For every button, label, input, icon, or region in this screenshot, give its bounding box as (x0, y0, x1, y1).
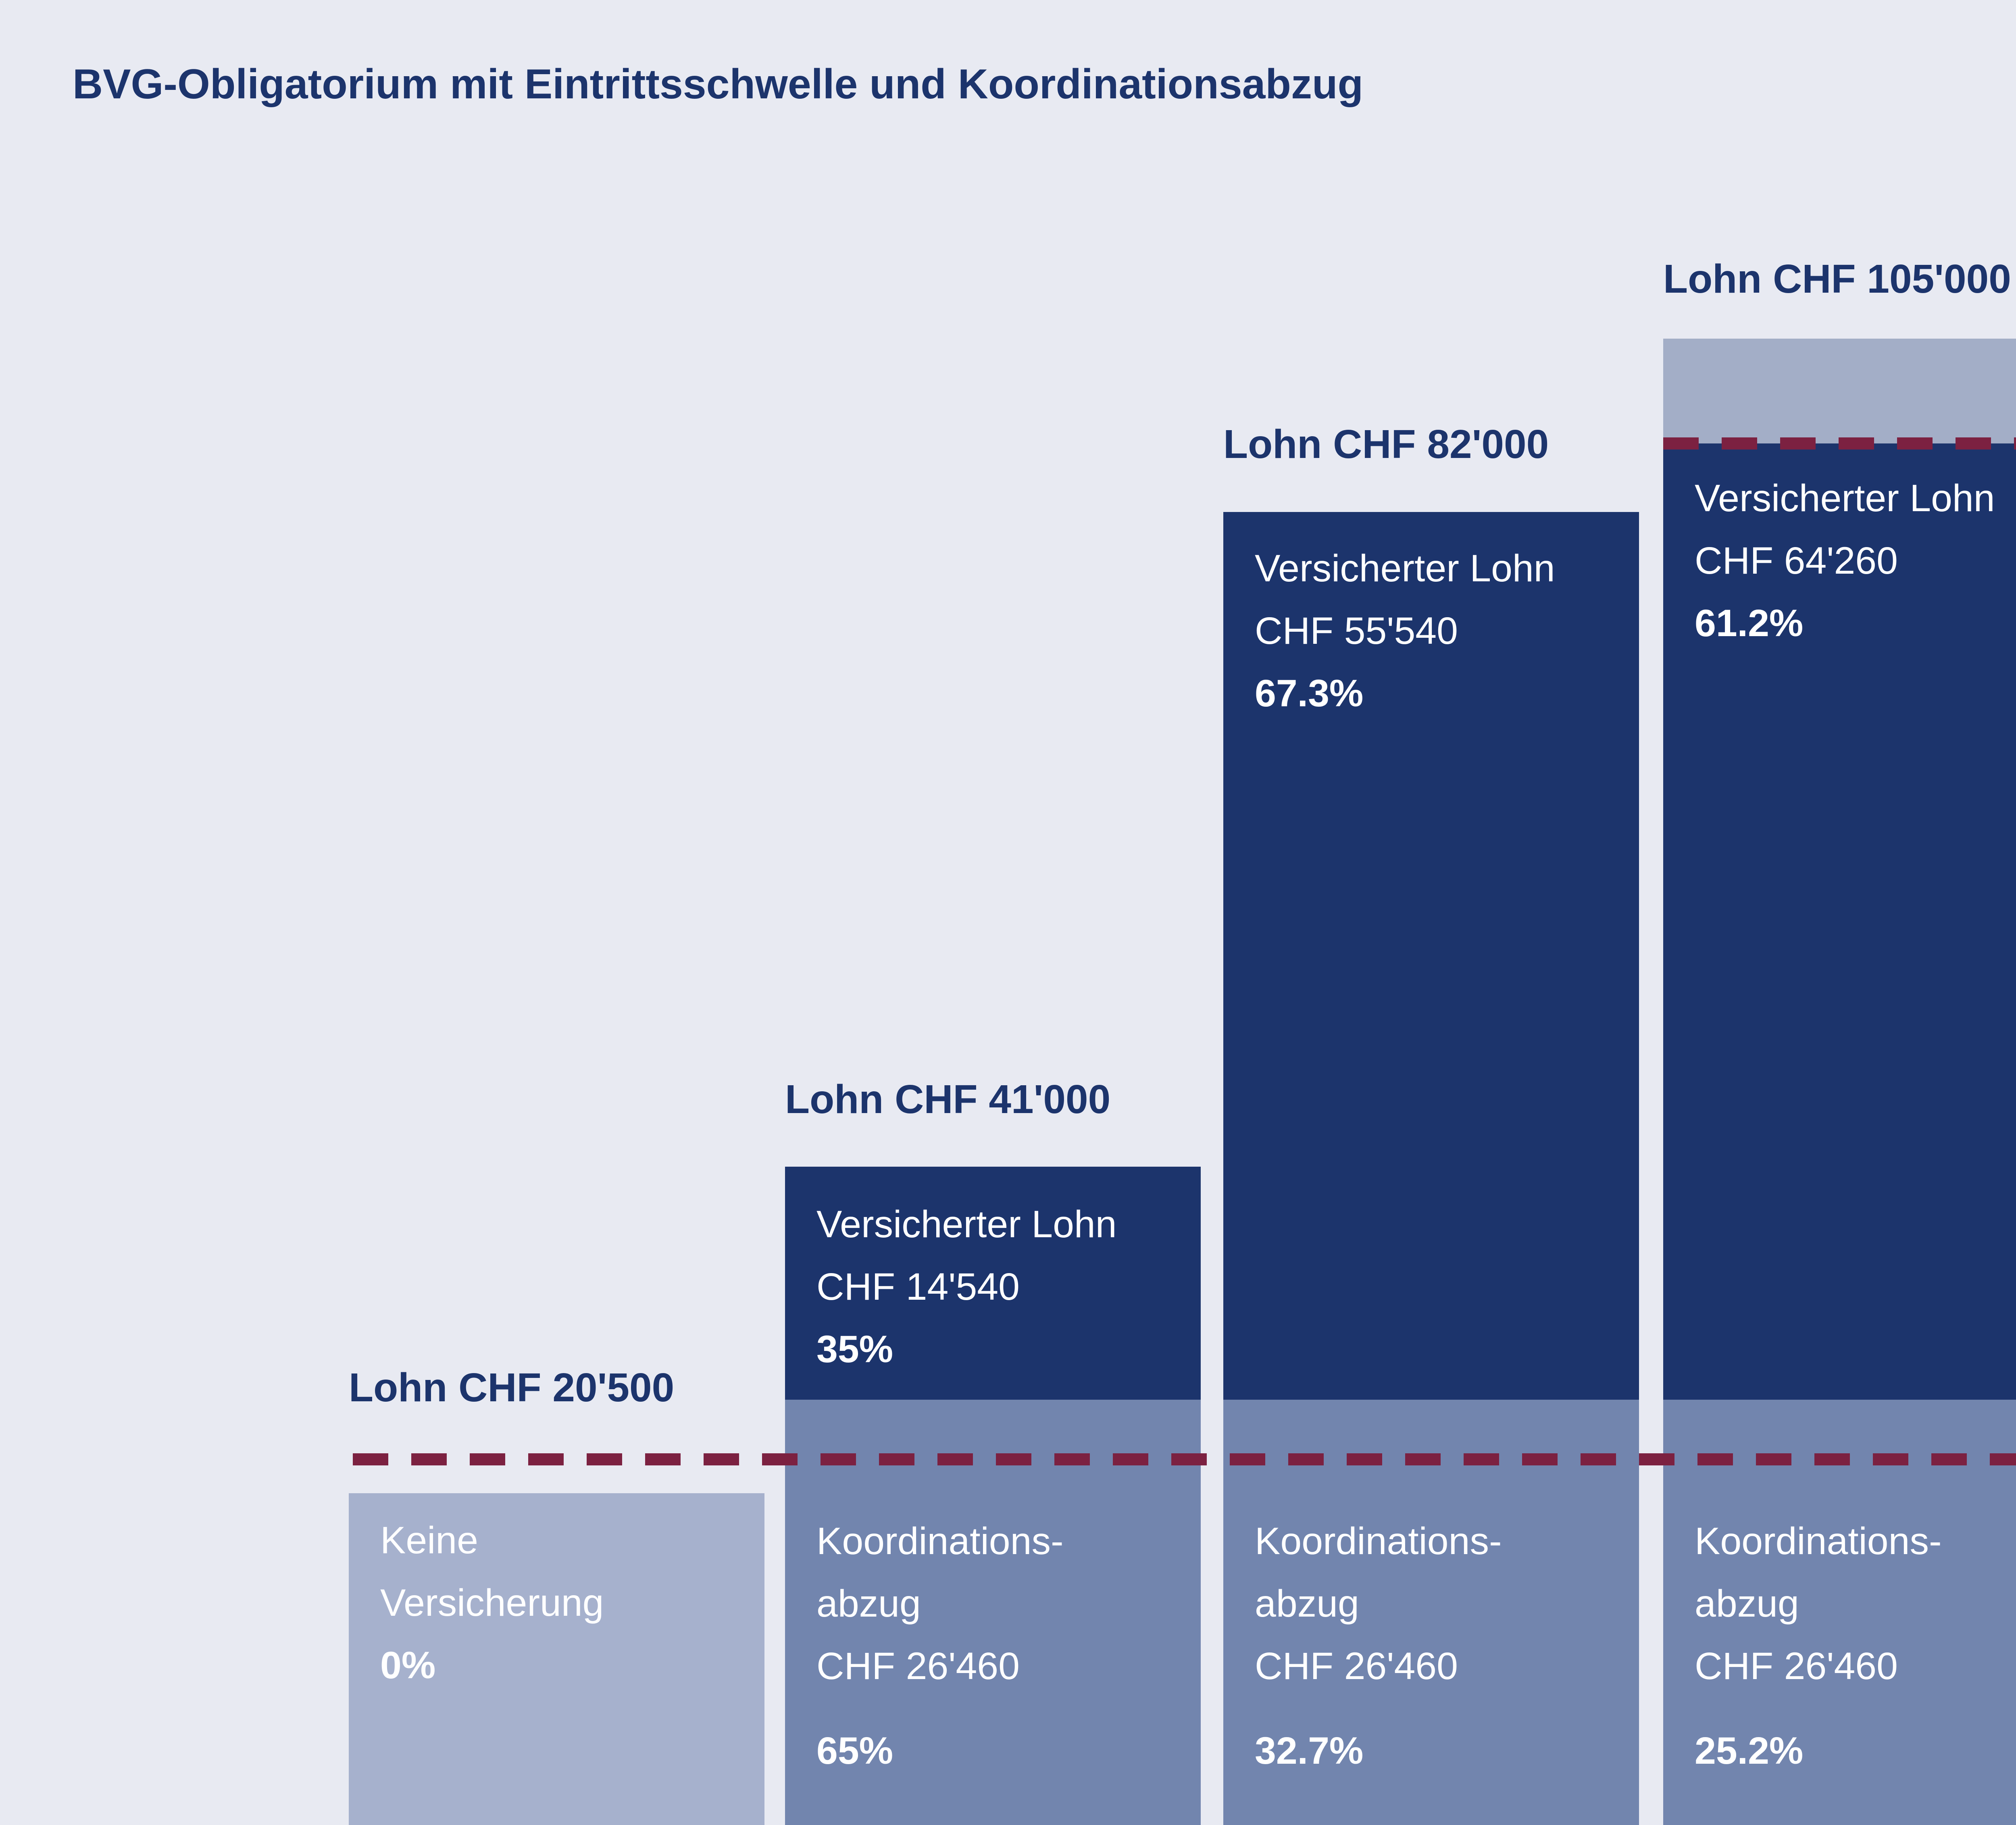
segment-text-line: abzug (1695, 1582, 1799, 1625)
segment-koordinationsabzug-82000: Koordinations- abzug CHF 26'460 32.7% (1223, 1400, 1639, 1825)
segment-text-line: Koordinations- (1255, 1520, 1502, 1563)
segment-percent: 67.3% (1255, 672, 1364, 715)
segment-percent: 65% (816, 1729, 893, 1772)
segment-versicherter-lohn-105000: Versicherter Lohn CHF 64'260 61.2% (1663, 443, 2016, 1400)
upper-limit-line (1663, 437, 2016, 449)
segment-text-line: CHF 26'460 (1255, 1645, 1458, 1688)
segment-versicherter-lohn-41000: Versicherter Lohn CHF 14'540 35% (785, 1167, 1201, 1400)
segment-text-line: abzug (1255, 1582, 1359, 1625)
segment-text-line: Koordinations- (816, 1520, 1064, 1563)
segment-text-line: CHF 55'540 (1255, 610, 1458, 652)
chart-title: BVG-Obligatorium mit Eintrittsschwelle u… (73, 61, 1363, 108)
entry-threshold-line (353, 1453, 2016, 1465)
segment-versicherter-lohn-82000: Versicherter Lohn CHF 55'540 67.3% (1223, 512, 1639, 1400)
segment-keine-versicherung: Keine Versicherung 0% (349, 1493, 764, 1825)
segment-text-line: abzug (816, 1582, 921, 1625)
segment-text-line: Versicherung (380, 1582, 604, 1624)
segment-text-line: CHF 26'460 (1695, 1645, 1898, 1688)
segment-percent: 61.2% (1695, 602, 1804, 645)
bar-label-lohn-20500: Lohn CHF 20'500 (349, 1365, 675, 1410)
segment-ueber-grenzbetrag (1663, 339, 2016, 443)
segment-text-line: Keine (380, 1519, 478, 1562)
bar-label-lohn-41000: Lohn CHF 41'000 (785, 1077, 1111, 1122)
segment-percent: 32.7% (1255, 1729, 1364, 1772)
segment-percent: 25.2% (1695, 1729, 1804, 1772)
segment-text-line: Versicherter Lohn (816, 1203, 1117, 1246)
segment-text-line: Koordinations- (1695, 1520, 1942, 1563)
bar-label-lohn-82000: Lohn CHF 82'000 (1223, 422, 1549, 467)
segment-koordinationsabzug-105000: Koordinations- abzug CHF 26'460 25.2% (1663, 1400, 2016, 1825)
segment-percent: 0% (380, 1644, 436, 1687)
segment-text-line: CHF 64'260 (1695, 539, 1898, 582)
segment-percent: 35% (816, 1328, 893, 1371)
segment-text-line: Versicherter Lohn (1255, 547, 1555, 590)
bar-label-lohn-105000: Lohn CHF 105'000 (1663, 256, 2011, 302)
segment-koordinationsabzug-41000: Koordinations- abzug CHF 26'460 65% (785, 1400, 1201, 1825)
segment-text-line: Versicherter Lohn (1695, 477, 1995, 520)
segment-text-line: CHF 26'460 (816, 1645, 1020, 1688)
segment-text-line: CHF 14'540 (816, 1265, 1020, 1308)
